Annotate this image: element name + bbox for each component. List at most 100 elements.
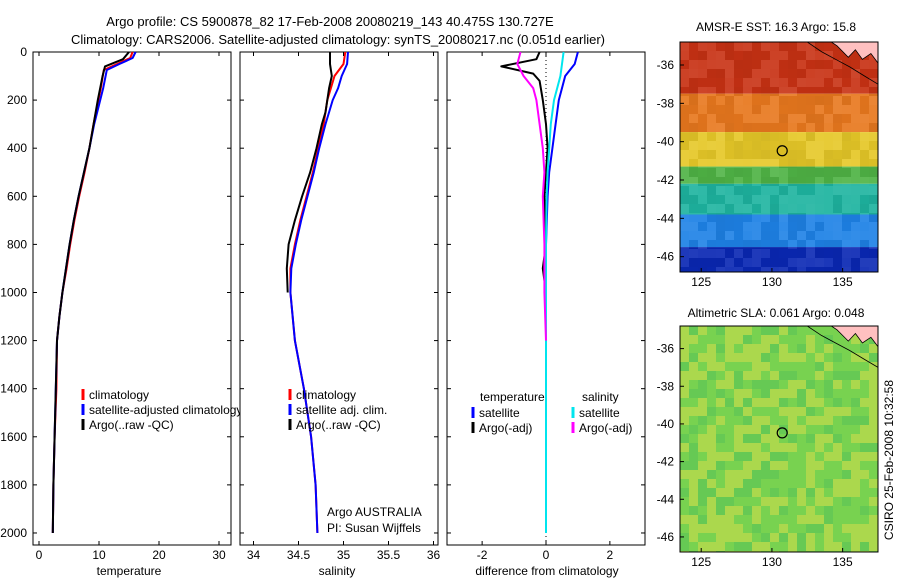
field-cell: [815, 258, 824, 267]
field-cell: [770, 344, 779, 353]
field-cell: [851, 132, 860, 141]
field-cell: [842, 186, 851, 195]
field-cell: [752, 488, 761, 497]
field-cell: [851, 87, 860, 96]
field-cell: [815, 353, 824, 362]
field-cell: [860, 344, 869, 353]
field-cell: [680, 344, 689, 353]
x-tick-label: 34: [247, 548, 261, 562]
field-cell: [806, 344, 815, 353]
field-cell: [770, 195, 779, 204]
field-cell: [770, 204, 779, 213]
field-cell: [698, 389, 707, 398]
field-cell: [860, 240, 869, 249]
field-cell: [824, 186, 833, 195]
field-cell: [869, 123, 878, 132]
field-cell: [788, 78, 797, 87]
field-cell: [689, 150, 698, 159]
field-cell: [833, 213, 842, 222]
y-tick-label: 400: [7, 141, 27, 155]
field-cell: [707, 168, 716, 177]
field-cell: [788, 222, 797, 231]
field-cell: [725, 326, 734, 335]
field-cell: [833, 60, 842, 69]
field-cell: [869, 87, 878, 96]
field-cell: [779, 177, 788, 186]
field-cell: [797, 533, 806, 542]
field-cell: [806, 195, 815, 204]
color-band: [680, 132, 878, 167]
field-cell: [860, 69, 869, 78]
field-cell: [824, 380, 833, 389]
field-cell: [689, 177, 698, 186]
field-cell: [761, 69, 770, 78]
field-cell: [707, 222, 716, 231]
field-cell: [743, 452, 752, 461]
field-cell: [680, 443, 689, 452]
field-cell: [752, 177, 761, 186]
field-cell: [806, 479, 815, 488]
field-cell: [752, 380, 761, 389]
field-cell: [797, 168, 806, 177]
field-cell: [815, 195, 824, 204]
field-cell: [698, 168, 707, 177]
field-cell: [725, 213, 734, 222]
field-cell: [806, 533, 815, 542]
field-cell: [689, 78, 698, 87]
field-cell: [689, 497, 698, 506]
field-cell: [734, 159, 743, 168]
field-cell: [725, 96, 734, 105]
field-cell: [698, 488, 707, 497]
field-cell: [707, 141, 716, 150]
field-cell: [689, 533, 698, 542]
x-tick-label: 20: [152, 548, 166, 562]
field-cell: [689, 362, 698, 371]
map-y-tick-label: -40: [657, 417, 675, 431]
field-cell: [815, 443, 824, 452]
field-cell: [707, 195, 716, 204]
field-cell: [689, 506, 698, 515]
field-cell: [689, 204, 698, 213]
field-cell: [761, 326, 770, 335]
field-cell: [752, 542, 761, 551]
field-cell: [761, 461, 770, 470]
field-cell: [797, 353, 806, 362]
field-cell: [716, 69, 725, 78]
field-cell: [779, 452, 788, 461]
field-cell: [725, 123, 734, 132]
field-cell: [680, 461, 689, 470]
y-tick-label: 1400: [0, 382, 27, 396]
field-cell: [860, 177, 869, 186]
field-cell: [806, 132, 815, 141]
field-cell: [743, 222, 752, 231]
field-cell: [815, 51, 824, 60]
field-cell: [707, 78, 716, 87]
field-cell: [698, 231, 707, 240]
map-x-tick-label: 135: [833, 275, 853, 289]
field-cell: [707, 452, 716, 461]
field-cell: [716, 42, 725, 51]
field-cell: [680, 51, 689, 60]
field-cell: [869, 542, 878, 551]
field-cell: [851, 479, 860, 488]
field-cell: [797, 231, 806, 240]
field-cell: [761, 132, 770, 141]
field-cell: [869, 524, 878, 533]
field-cell: [725, 344, 734, 353]
field-cell: [761, 195, 770, 204]
field-cell: [833, 542, 842, 551]
field-cell: [725, 353, 734, 362]
x-tick-label: 34.5: [287, 548, 311, 562]
field-cell: [851, 533, 860, 542]
field-cell: [815, 96, 824, 105]
field-cell: [797, 105, 806, 114]
field-cell: [806, 159, 815, 168]
field-cell: [779, 326, 788, 335]
field-cell: [779, 159, 788, 168]
field-cell: [743, 533, 752, 542]
field-cell: [860, 443, 869, 452]
field-cell: [833, 267, 842, 272]
field-cell: [797, 150, 806, 159]
field-cell: [788, 123, 797, 132]
color-band: [680, 214, 878, 248]
